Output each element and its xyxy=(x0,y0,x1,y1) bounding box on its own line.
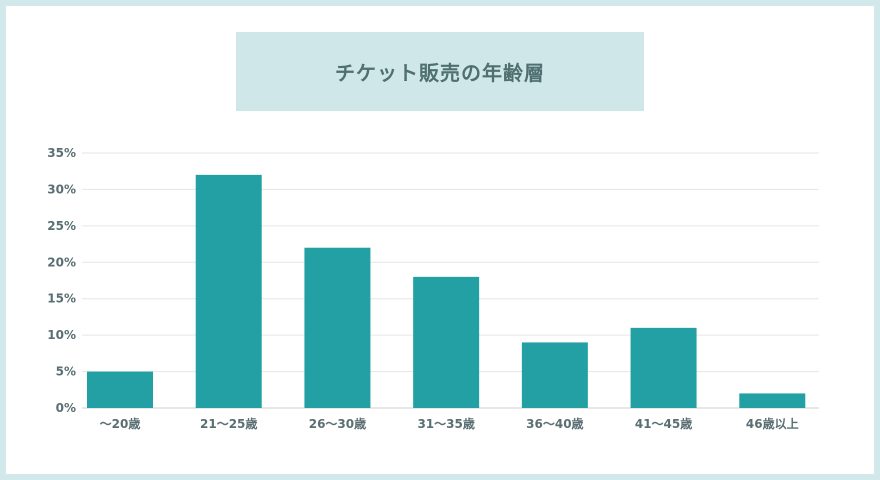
x-tick-label: 36〜40歳 xyxy=(526,416,583,431)
bar xyxy=(413,276,480,408)
bar xyxy=(304,247,371,408)
y-axis-ticks: 0% 5% 10% 15% 20% 25% 30% 35% xyxy=(47,146,76,415)
y-tick-label: 35% xyxy=(47,146,76,160)
y-tick-label: 15% xyxy=(47,292,76,306)
x-tick-label: 21〜25歳 xyxy=(200,416,257,431)
bars xyxy=(87,174,806,408)
y-tick-label: 25% xyxy=(47,219,76,233)
y-tick-label: 30% xyxy=(47,182,76,196)
chart-title-box: チケット販売の年齢層 xyxy=(236,32,644,111)
x-tick-label: 46歳以上 xyxy=(746,416,799,431)
x-axis-ticks: 〜20歳 21〜25歳 26〜30歳 31〜35歳 36〜40歳 41〜45歳 46歳以上 xyxy=(100,416,799,431)
x-tick-label: 〜20歳 xyxy=(100,416,141,431)
x-tick-label: 41〜45歳 xyxy=(635,416,692,431)
x-tick-label: 26〜30歳 xyxy=(309,416,366,431)
y-tick-label: 20% xyxy=(47,255,76,269)
x-tick-label: 31〜35歳 xyxy=(417,416,474,431)
y-tick-label: 0% xyxy=(56,401,76,415)
chart-title: チケット販売の年齢層 xyxy=(335,61,545,85)
bar xyxy=(521,342,588,408)
bar xyxy=(630,327,697,408)
bar xyxy=(739,393,806,408)
bar xyxy=(87,371,153,408)
y-tick-label: 5% xyxy=(56,365,76,379)
y-tick-label: 10% xyxy=(47,328,76,342)
bar xyxy=(195,174,262,408)
